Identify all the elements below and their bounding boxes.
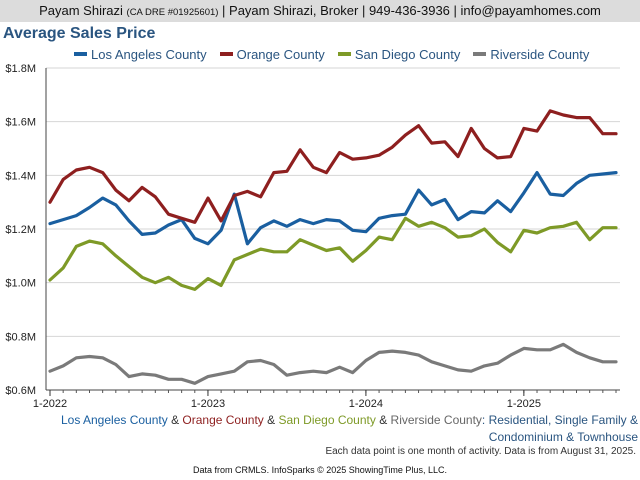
- agent-name: Payam Shirazi: [39, 3, 123, 18]
- legend-item-orange: Orange County: [219, 45, 325, 63]
- x-tick-label: 1-2023: [191, 398, 225, 410]
- subtitle-description-2: Condominium & Townhouse: [488, 430, 638, 444]
- series-line-los-angeles: Los Angeles County: [48, 171, 618, 246]
- legend-item-los-angeles: Los Angeles County: [74, 45, 207, 63]
- x-tick-label: 1-2024: [349, 398, 383, 410]
- legend-swatch-orange: [219, 52, 233, 56]
- y-tick-label: $1.4M: [5, 170, 36, 182]
- y-tick-label: $1.8M: [5, 63, 36, 75]
- data-note: Each data point is one month of activity…: [325, 446, 636, 457]
- subtitle-amp-2: &: [263, 413, 279, 427]
- chart-title: Average Sales Price: [3, 25, 156, 42]
- legend-label-los-angeles: Los Angeles County: [91, 46, 207, 62]
- footer-credit: Data from CRMLS. InfoSparks © 2025 Showi…: [193, 465, 447, 475]
- subtitle-los-angeles: Los Angeles County: [60, 413, 168, 427]
- legend-label-riverside: Riverside County: [490, 46, 590, 62]
- license-number: (CA DRE #01925601): [126, 7, 219, 18]
- header-bar: Payam Shirazi (CA DRE #01925601) | Payam…: [0, 0, 640, 22]
- legend-swatch-san-diego: [337, 52, 351, 56]
- chart-legend: Los Angeles County Orange County San Die…: [74, 45, 602, 63]
- y-tick-label: $1.0M: [5, 278, 36, 290]
- subtitle-orange: Orange County: [182, 413, 264, 427]
- contact-info: | Payam Shirazi, Broker | 949-436-3936 |…: [222, 3, 601, 18]
- legend-label-san-diego: San Diego County: [354, 46, 461, 62]
- subtitle-amp-3: &: [375, 413, 391, 427]
- series-line-orange: Orange County: [48, 109, 618, 224]
- y-tick-label: $0.8M: [5, 331, 36, 343]
- x-tick-label: 1-2022: [33, 398, 67, 410]
- y-tick-label: $1.6M: [5, 117, 36, 129]
- subtitle-amp-1: &: [167, 413, 183, 427]
- x-tick-label: 1-2025: [507, 398, 541, 410]
- chart-subtitle: Los Angeles County & Orange County & San…: [0, 412, 638, 446]
- series-line-riverside: Riverside County: [48, 342, 618, 385]
- legend-item-san-diego: San Diego County: [337, 45, 461, 63]
- subtitle-san-diego: San Diego County: [278, 413, 376, 427]
- legend-swatch-los-angeles: [74, 52, 87, 56]
- y-tick-label: $1.2M: [5, 224, 36, 236]
- series-line-san-diego: San Diego County: [48, 216, 618, 291]
- legend-label-orange: Orange County: [236, 46, 325, 62]
- legend-item-riverside: Riverside County: [473, 45, 589, 63]
- y-tick-label: $0.6M: [5, 385, 36, 397]
- legend-swatch-riverside: [473, 52, 487, 56]
- subtitle-riverside: Riverside County: [390, 413, 482, 427]
- subtitle-description-1: : Residential, Single Family &: [481, 413, 638, 427]
